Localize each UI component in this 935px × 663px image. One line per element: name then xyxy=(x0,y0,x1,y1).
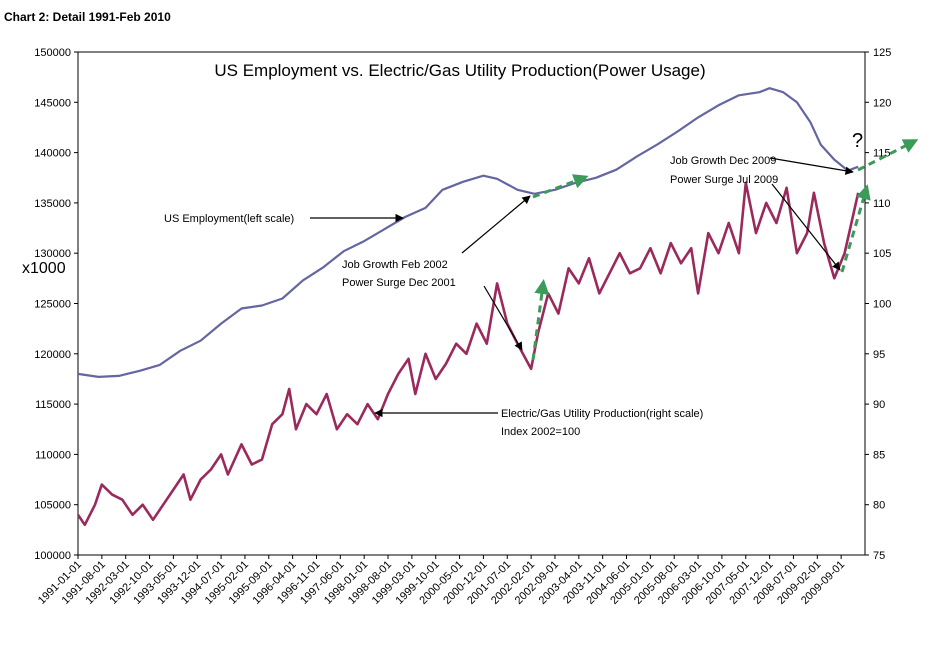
arrow-power-surge-2001 xyxy=(483,285,523,351)
arrow-power-surge-2009 xyxy=(771,183,841,271)
annotation-utility-production: Electric/Gas Utility Production(right sc… xyxy=(501,408,703,420)
right-tick-label: 85 xyxy=(873,449,885,461)
plot-area xyxy=(77,51,866,556)
series-layer xyxy=(76,87,860,527)
annotation-job-growth-2002: Job Growth Feb 2002 xyxy=(342,259,448,271)
right-tick-label: 80 xyxy=(873,500,885,512)
right-tick-label: 125 xyxy=(873,47,891,59)
left-tick-label: 130000 xyxy=(34,248,71,260)
employment-trend-arrow-2002 xyxy=(532,174,589,199)
annotation-power-surge-2001: Power Surge Dec 2001 xyxy=(342,277,456,289)
us-employment-line xyxy=(77,87,859,378)
x-axis: 1991-01-011991-08-011992-03-011992-10-01… xyxy=(36,555,847,607)
left-tick-label: 150000 xyxy=(34,47,71,59)
left-tick-label: 100000 xyxy=(34,550,71,562)
right-tick-label: 90 xyxy=(873,399,885,411)
right-tick-label: 105 xyxy=(873,248,891,260)
left-tick-label: 105000 xyxy=(34,500,71,512)
power-trend-arrow-2001 xyxy=(531,279,550,361)
right-axis: 75 80 85 90 95 100 105 110 115 120 125 xyxy=(865,47,891,562)
left-tick-label: 125000 xyxy=(34,299,71,311)
right-tick-label: 75 xyxy=(873,550,885,562)
right-tick-label: 95 xyxy=(873,349,885,361)
arrow-job-growth-2009 xyxy=(769,157,854,175)
left-tick-label: 135000 xyxy=(34,198,71,210)
left-tick-label: 120000 xyxy=(34,349,71,361)
figure-heading: Chart 2: Detail 1991-Feb 2010 xyxy=(4,10,171,24)
power-trend-arrow-2009 xyxy=(840,184,871,273)
left-axis: 100000 105000 110000 115000 120000 125000 1300… xyxy=(34,47,78,562)
annotation-job-growth-2009: Job Growth Dec 2009 xyxy=(670,155,776,167)
left-tick-label: 110000 xyxy=(35,449,71,461)
employment-trend-arrow-2009 xyxy=(857,139,919,172)
right-tick-label: 110 xyxy=(873,198,891,210)
annotation-index-base: Index 2002=100 xyxy=(501,426,580,438)
left-tick-label: 140000 xyxy=(34,148,71,160)
right-tick-label: 120 xyxy=(873,97,891,109)
annotation-employment: US Employment(left scale) xyxy=(164,213,294,225)
left-unit-label: x1000 xyxy=(22,260,66,277)
right-tick-label: 100 xyxy=(873,299,891,311)
left-tick-label: 145000 xyxy=(34,97,71,109)
right-tick-label: 115 xyxy=(873,148,891,160)
chart-title: US Employment vs. Electric/Gas Utility P… xyxy=(214,61,705,80)
utility-production-line xyxy=(76,181,860,527)
annotation-power-surge-2009: Power Surge Jul 2009 xyxy=(670,174,778,186)
annotation-question-mark: ? xyxy=(852,130,863,152)
trend-arrows xyxy=(531,139,919,361)
arrow-job-growth-2002 xyxy=(461,195,531,254)
annotation-arrows xyxy=(310,157,854,418)
left-tick-label: 115000 xyxy=(35,399,71,411)
